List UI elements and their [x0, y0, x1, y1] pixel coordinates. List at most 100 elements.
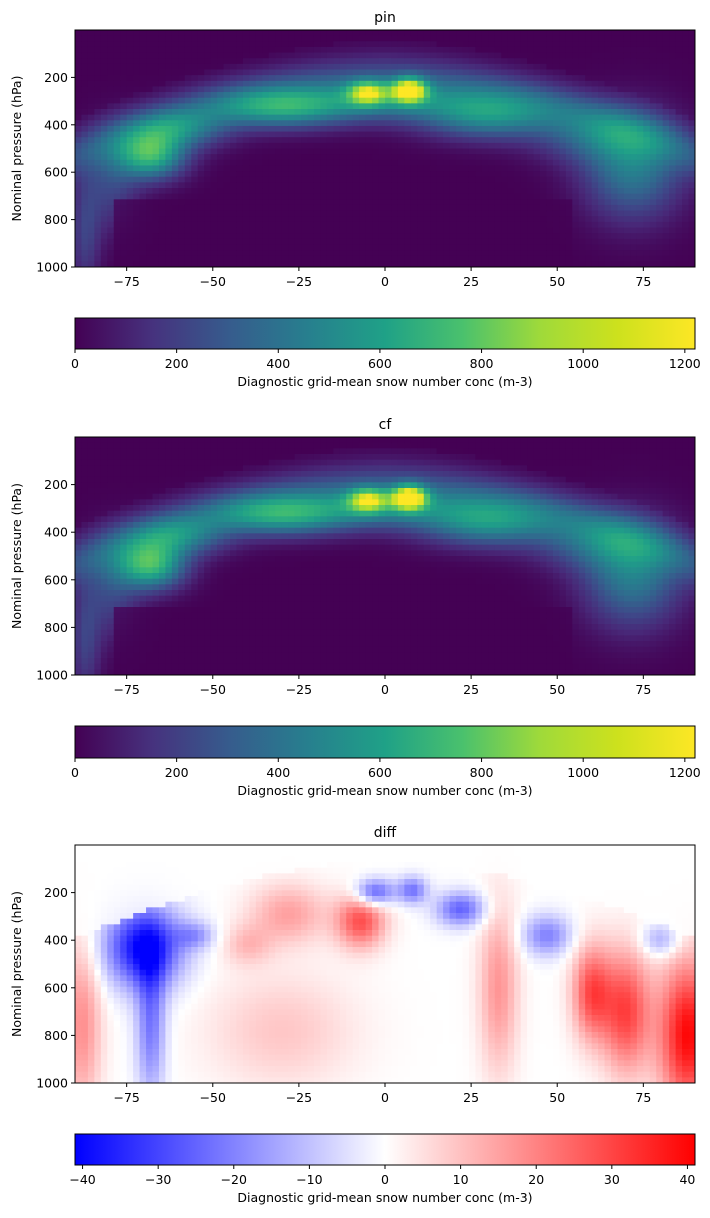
heatmap-cell [81, 544, 89, 551]
heatmap-cell [333, 199, 341, 206]
heatmap-cell [113, 238, 121, 245]
heatmap-cell [572, 182, 580, 189]
heatmap-cell [262, 30, 270, 37]
heatmap-cell [191, 527, 199, 534]
heatmap-cell [113, 471, 121, 478]
heatmap-cell [456, 142, 463, 149]
heatmap-cell [152, 221, 160, 228]
heatmap-cell [378, 210, 386, 217]
heatmap-cell [178, 595, 186, 602]
heatmap-cell [133, 69, 141, 76]
heatmap-cell [623, 137, 631, 144]
heatmap-cell [378, 109, 386, 116]
heatmap-cell [688, 41, 696, 48]
heatmap-cell [146, 188, 153, 195]
heatmap-cell [623, 221, 631, 228]
heatmap-cell [365, 221, 373, 228]
heatmap-cell [540, 238, 547, 245]
heatmap-cell [87, 103, 95, 110]
heatmap-cell [423, 46, 431, 54]
heatmap-cell [630, 58, 638, 65]
heatmap-cell [75, 476, 82, 483]
heatmap-cell [268, 35, 276, 42]
heatmap-cell [468, 109, 476, 116]
heatmap-cell [262, 204, 270, 212]
heatmap-cell [456, 148, 463, 155]
heatmap-cell [81, 624, 89, 631]
heatmap-cell [604, 171, 612, 178]
heatmap-cell [669, 63, 677, 70]
heatmap-cell [268, 227, 276, 234]
heatmap-cell [623, 103, 631, 110]
heatmap-cell [578, 114, 586, 121]
heatmap-cell [572, 216, 580, 223]
heatmap-cell [352, 199, 360, 206]
heatmap-cell [527, 188, 535, 195]
heatmap-cell [417, 35, 425, 42]
heatmap-cell [546, 75, 554, 82]
heatmap-cell [604, 125, 612, 133]
heatmap-cell [617, 109, 625, 116]
heatmap-cell [378, 125, 386, 133]
heatmap-cell [139, 595, 147, 602]
heatmap-cell [410, 75, 418, 82]
heatmap-cell [301, 41, 308, 48]
heatmap-cell [120, 199, 128, 206]
heatmap-cell [313, 52, 321, 59]
heatmap-cell [158, 663, 166, 670]
heatmap-cell [649, 227, 657, 234]
heatmap-cell [133, 584, 141, 591]
heatmap-cell [113, 442, 121, 449]
heatmap-cell [113, 646, 121, 653]
heatmap-cell [113, 618, 121, 625]
heatmap-cell [423, 176, 431, 183]
heatmap-cell [397, 148, 405, 155]
heatmap-cell [546, 69, 554, 76]
heatmap-cell [100, 120, 108, 127]
heatmap-cell [133, 35, 141, 42]
heatmap-cell [184, 641, 192, 648]
heatmap-cell [230, 80, 237, 87]
heatmap-cell [191, 233, 199, 240]
heatmap-cell [449, 176, 457, 183]
heatmap-cell [171, 595, 179, 602]
heatmap-cell [87, 120, 95, 127]
heatmap-cell [75, 233, 82, 240]
heatmap-cell [204, 595, 212, 602]
heatmap-cell [294, 244, 302, 251]
heatmap-cell [275, 63, 283, 70]
heatmap-cell [126, 244, 134, 251]
heatmap-cell [598, 171, 606, 178]
heatmap-cell [288, 75, 296, 82]
heatmap-cell [339, 46, 347, 54]
heatmap-cell [598, 199, 606, 206]
heatmap-cell [559, 120, 567, 127]
heatmap-cell [204, 250, 212, 257]
heatmap-cell [475, 52, 483, 59]
heatmap-cell [275, 142, 283, 149]
heatmap-cell [417, 204, 425, 212]
heatmap-cell [488, 131, 496, 138]
heatmap-cell [430, 176, 438, 183]
heatmap-cell [630, 244, 638, 251]
heatmap-cell [378, 92, 386, 99]
heatmap-cell [100, 437, 108, 444]
heatmap-cell [410, 86, 418, 93]
heatmap-cell [365, 30, 373, 37]
heatmap-cell [301, 193, 308, 200]
heatmap-cell [75, 165, 82, 172]
heatmap-cell [494, 199, 502, 206]
heatmap-cell [191, 471, 199, 478]
heatmap-cell [178, 573, 186, 580]
heatmap-cell [346, 142, 354, 149]
heatmap-cell [669, 199, 677, 206]
heatmap-cell [133, 624, 141, 631]
heatmap-cell [204, 573, 212, 580]
heatmap-cell [307, 182, 315, 189]
heatmap-cell [107, 658, 115, 665]
heatmap-cell [649, 131, 657, 138]
heatmap-cell [643, 148, 651, 155]
heatmap-cell [191, 75, 199, 82]
heatmap-cell [113, 522, 121, 529]
heatmap-cell [262, 109, 270, 116]
